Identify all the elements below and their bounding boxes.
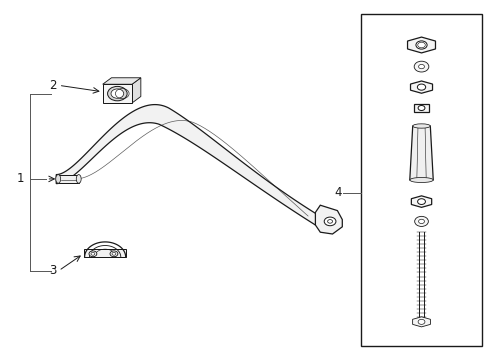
Polygon shape: [407, 37, 435, 53]
Polygon shape: [132, 78, 141, 103]
Polygon shape: [409, 126, 432, 180]
Circle shape: [89, 251, 97, 257]
Polygon shape: [102, 78, 141, 84]
Circle shape: [417, 319, 424, 324]
Bar: [102, 84, 132, 103]
Circle shape: [415, 41, 426, 49]
Polygon shape: [409, 81, 432, 93]
Ellipse shape: [409, 177, 432, 183]
Bar: [58, 175, 79, 183]
Polygon shape: [412, 317, 429, 327]
Polygon shape: [410, 196, 431, 207]
Circle shape: [417, 84, 425, 90]
Circle shape: [327, 220, 332, 223]
Text: 2: 2: [49, 79, 56, 92]
Circle shape: [417, 199, 425, 204]
Circle shape: [107, 86, 127, 101]
Text: 1: 1: [17, 172, 24, 185]
Circle shape: [413, 61, 428, 72]
Circle shape: [110, 251, 118, 257]
Circle shape: [418, 219, 424, 224]
Ellipse shape: [412, 124, 429, 128]
Polygon shape: [56, 105, 322, 225]
Circle shape: [417, 105, 424, 111]
Polygon shape: [315, 205, 342, 234]
Text: 3: 3: [49, 264, 56, 277]
Text: 4: 4: [334, 186, 342, 199]
Circle shape: [418, 64, 424, 69]
Circle shape: [324, 217, 335, 226]
Circle shape: [112, 252, 116, 255]
Ellipse shape: [76, 175, 81, 183]
Ellipse shape: [56, 175, 61, 183]
Circle shape: [414, 216, 427, 226]
Bar: [413, 104, 428, 112]
Circle shape: [91, 252, 95, 255]
Circle shape: [111, 89, 123, 98]
Bar: [84, 249, 126, 257]
